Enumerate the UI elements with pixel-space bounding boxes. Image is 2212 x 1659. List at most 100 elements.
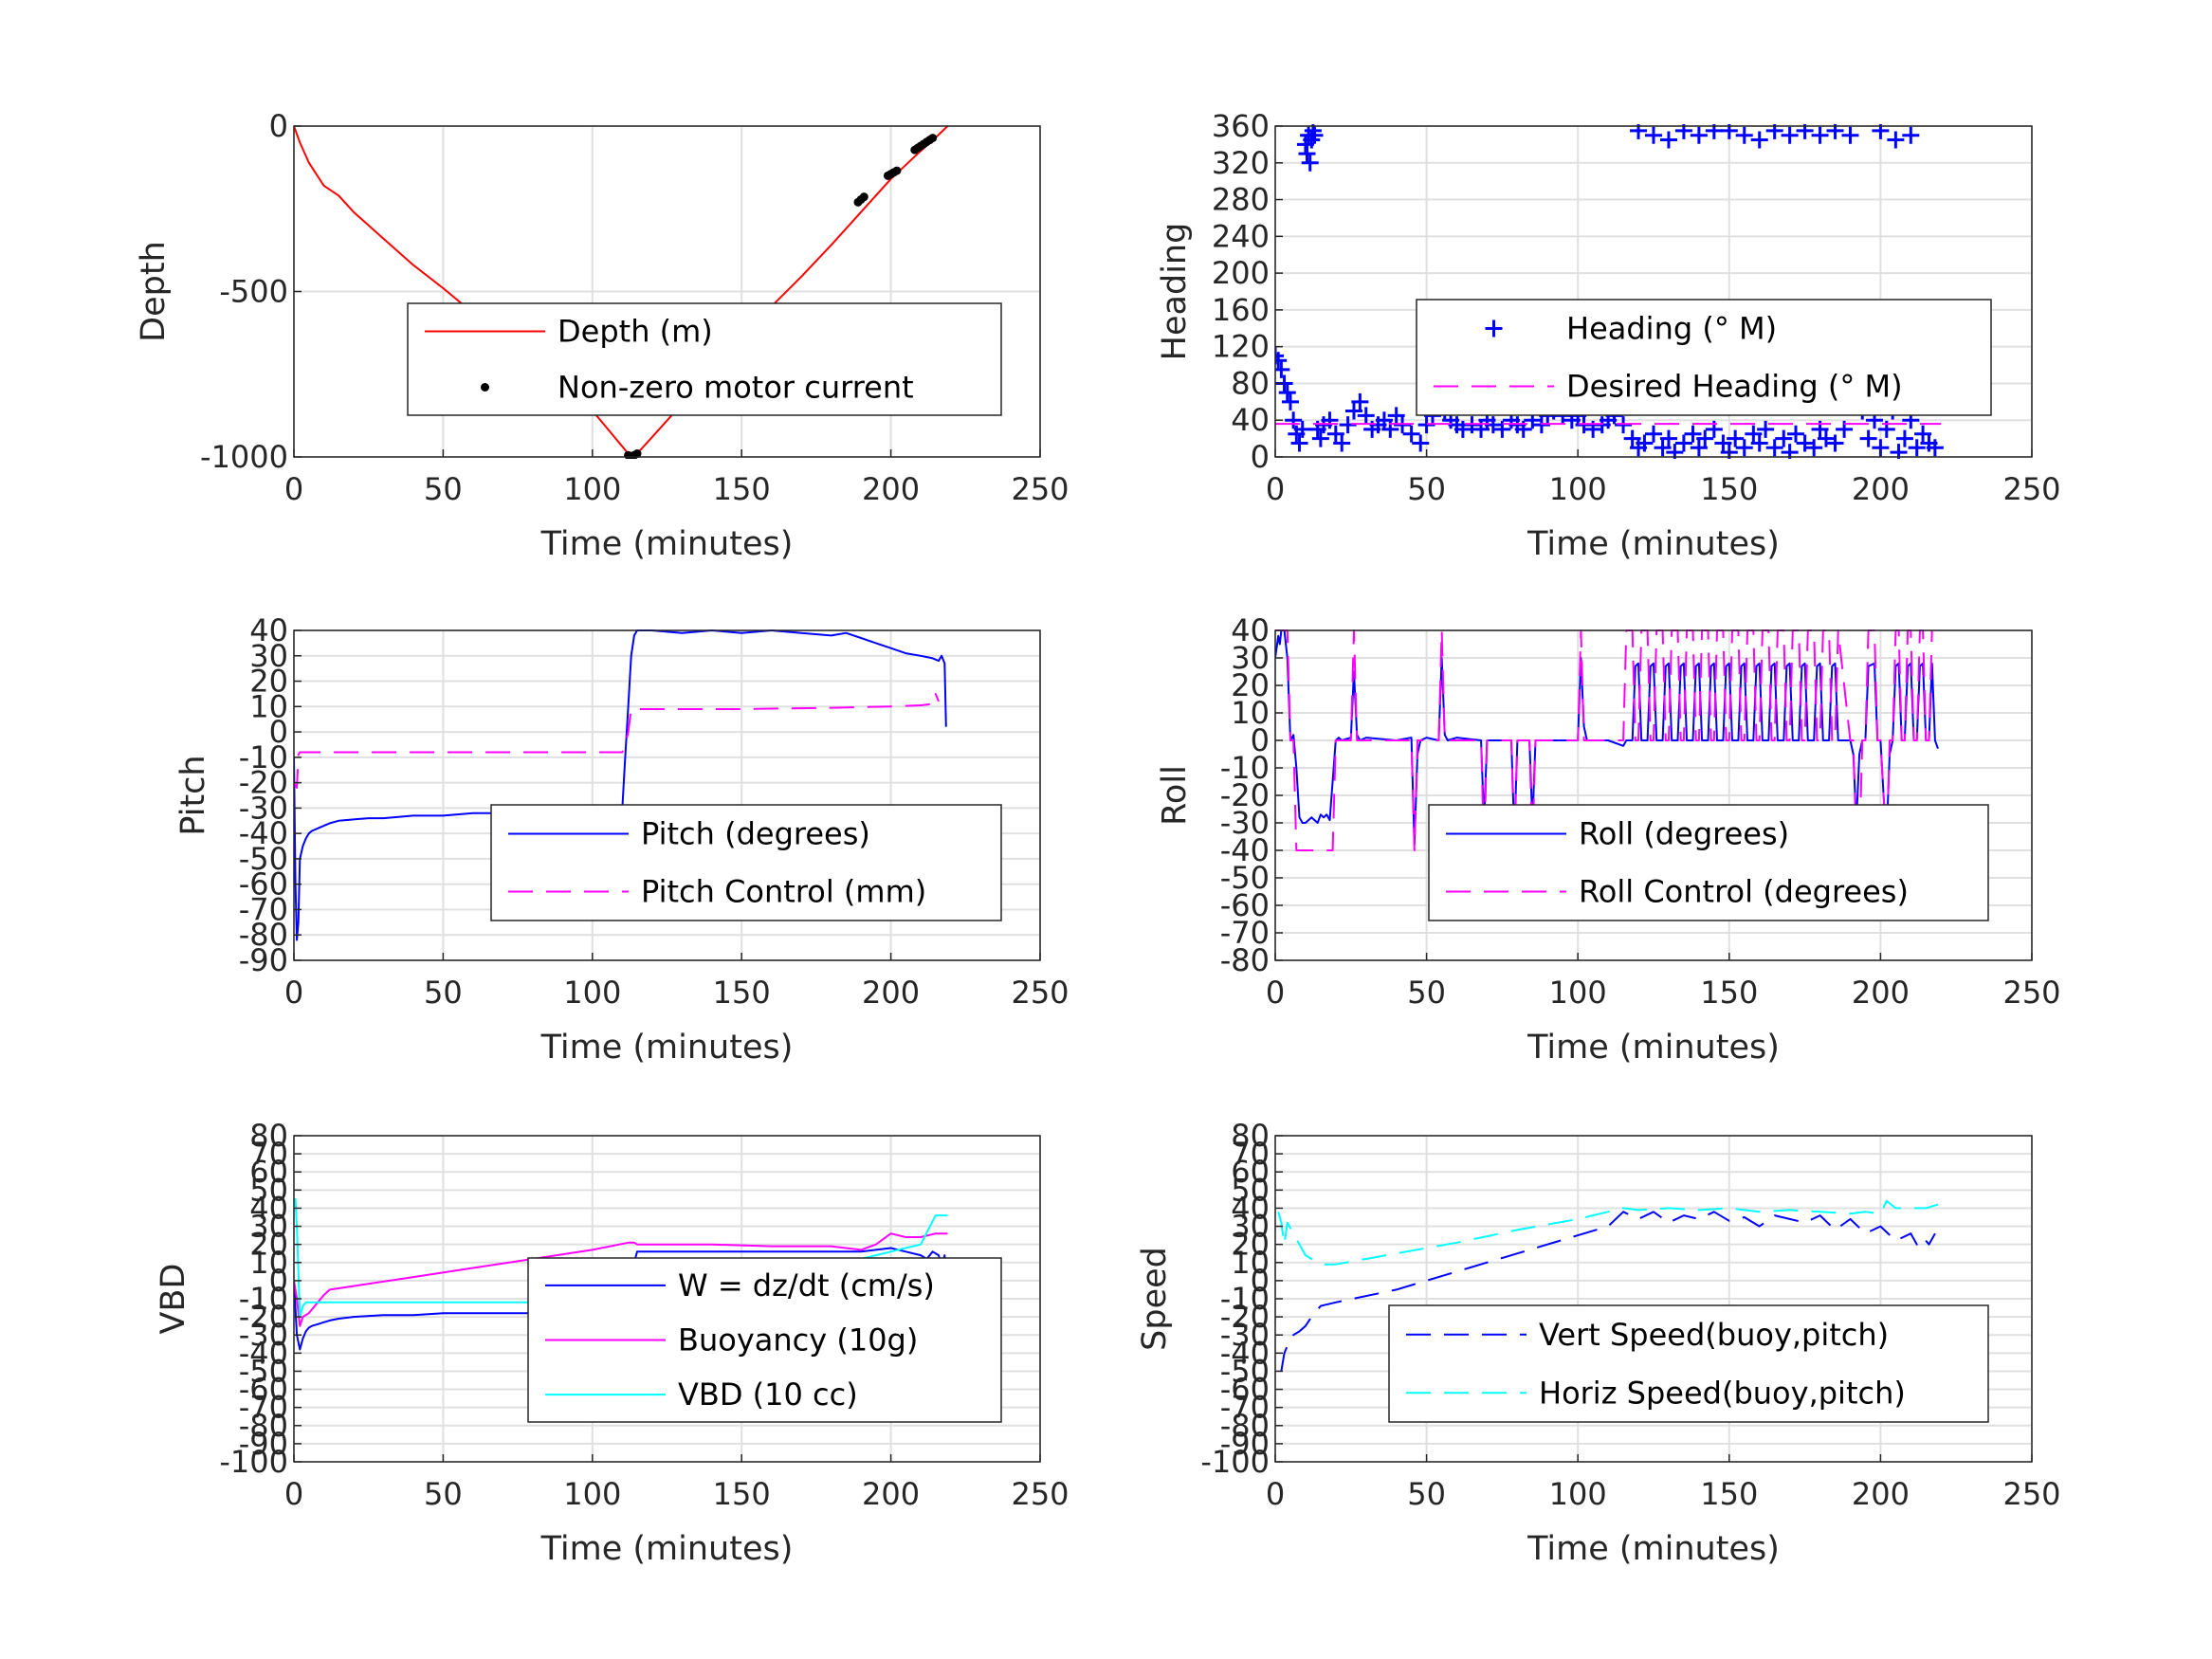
y-axis-label: Speed [1136,1247,1174,1351]
x-tick-label: 50 [424,471,463,507]
data-point [1796,434,1814,452]
y-tick-label: -10 [1220,750,1270,786]
legend-label: Roll (degrees) [1579,816,1789,852]
panel-roll: 0 50 100 150 200 250-80-70-60-50-40-30-20-100… [1156,612,2061,1066]
y-tick-label: -20 [1220,777,1270,813]
legend-box [1388,1304,1989,1423]
data-point [1750,131,1768,149]
y-tick-label: 10 [1231,695,1270,731]
data-point [1684,425,1702,443]
x-tick-label: 0 [284,471,303,507]
y-tick-label: -10 [239,739,288,775]
data-point [1311,429,1329,447]
series-line-1 [1275,629,1933,851]
y-tick-label: -20 [239,765,288,801]
legend-box [1428,804,1989,921]
y-tick-label: -50 [239,841,288,877]
y-axis-label: VBD [155,1264,192,1335]
data-point [1690,126,1708,144]
legend-label: Heading (° M) [1566,311,1777,347]
y-tick-label: 20 [1231,667,1270,703]
series-line-1 [294,692,940,789]
legend-label: W = dz/dt (cm/s) [678,1267,935,1304]
panel-vbd: 0 50 100 150 200 250-100-90-80-70-60-50-40-30… [155,1118,1069,1568]
data-point [928,134,938,143]
x-tick-label: 100 [1549,471,1607,507]
y-tick-label: 160 [1212,292,1270,328]
data-point [1357,407,1375,425]
y-tick-label: -30 [1220,1317,1270,1353]
y-tick-label: -70 [239,891,288,927]
series-line-0 [1280,1211,1936,1372]
data-point [1735,439,1753,457]
legend-label: Roll Control (degrees) [1579,874,1909,910]
x-tick-label: 50 [1407,471,1446,507]
y-tick-label: 30 [1231,640,1270,676]
y-tick-label: 50 [1231,1172,1270,1208]
panel-speed: 0 50 100 150 200 250-100-90-80-70-60-50-40-30… [1136,1118,2061,1568]
legend-box [407,302,1002,416]
data-point [1275,347,1284,365]
x-tick-label: 250 [2002,1476,2060,1512]
y-tick-label: -80 [239,1408,288,1444]
series-line-1 [1277,1199,1939,1266]
legend-swatch [1485,319,1503,337]
y-axis-label: Depth [135,241,173,342]
y-tick-label: 10 [249,1245,288,1281]
y-tick-label: -70 [1220,1390,1270,1426]
y-tick-label: 280 [1212,182,1270,218]
data-point [1645,126,1662,144]
data-point [1412,434,1430,452]
data-point [1645,425,1662,443]
x-tick-label: 250 [2002,975,2060,1011]
data-point [1659,429,1677,447]
data-point [1735,126,1753,144]
y-tick-label: -100 [1200,1444,1270,1480]
y-tick-label: 20 [249,1227,288,1263]
legend: Depth (m) Non-zero motor current [407,302,1002,416]
x-tick-label: 250 [1011,1476,1069,1512]
x-tick-label: 150 [1700,975,1758,1011]
data-point [1674,434,1692,452]
y-tick-label: -10 [239,1281,288,1317]
legend-label: Desired Heading (° M) [1566,369,1903,405]
series-group [1275,629,1939,851]
data-point [1351,392,1369,410]
data-point [1757,420,1775,438]
x-axis-label: Time (minutes) [1526,1029,1780,1066]
data-point [1306,126,1324,144]
legend-label: Vert Speed(buoy,pitch) [1539,1317,1889,1353]
legend-box [1416,299,1992,416]
data-point [1285,411,1303,429]
y-tick-label: -10 [1220,1281,1270,1317]
data-point [1817,429,1835,447]
legend-label: Non-zero motor current [558,370,914,406]
y-tick-label: 60 [249,1154,288,1190]
x-tick-label: 50 [1407,975,1446,1011]
x-tick-label: 200 [862,471,920,507]
data-point [1765,124,1783,139]
y-tick-label: -70 [239,1390,288,1426]
y-tick-label: 40 [1231,402,1270,438]
legend-label: Buoyancy (10g) [678,1322,918,1358]
data-point [1696,429,1714,447]
y-tick-label: 50 [249,1172,288,1208]
y-tick-label: -60 [1220,887,1270,923]
x-axis-label: Time (minutes) [540,525,794,563]
y-tick-label: -80 [1220,942,1270,978]
data-point [1720,124,1738,139]
data-point [892,166,902,175]
data-point [1387,407,1405,425]
data-point [1281,392,1299,410]
data-point [1301,154,1319,172]
y-tick-label: 0 [1251,722,1270,758]
data-point [1914,425,1932,443]
panel-pitch: 0 50 100 150 200 250-90-80-70-60-50-40-30-20-… [174,612,1069,1066]
legend: Pitch (degrees) Pitch Control (mm) [490,804,1002,921]
y-tick-label: 0 [1251,1263,1270,1299]
data-point [1811,126,1829,144]
data-point [1290,434,1308,452]
panel-depth: 0 50 100 150 200 250 -1000 -500 0 Time (minutes) D… [135,108,1069,563]
y-tick-label: 10 [1231,1245,1270,1281]
x-tick-label: 150 [713,1476,771,1512]
